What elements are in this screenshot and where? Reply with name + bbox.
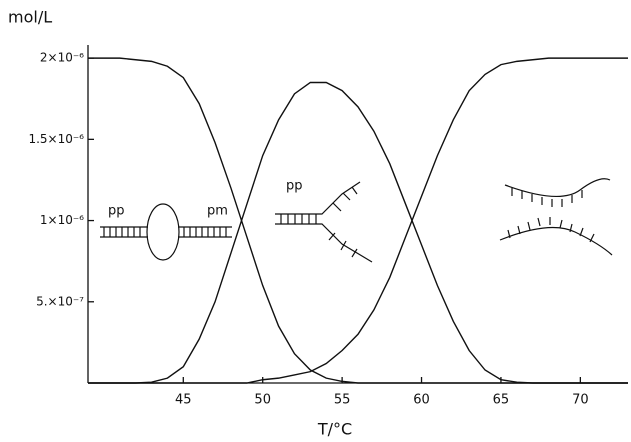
x-tick-label: 55: [334, 393, 351, 408]
series-line: [88, 57, 628, 384]
annotation: pp: [108, 204, 125, 219]
series-line: [88, 81, 628, 384]
strands-icon: [499, 178, 613, 256]
y-tick-label: 1.5×10⁻⁶: [28, 132, 84, 146]
annotation: pm: [207, 204, 228, 219]
fork-icon: [275, 181, 373, 263]
x-tick-label: 70: [572, 393, 589, 408]
y-tick-label: 1×10⁻⁶: [40, 213, 84, 227]
y-tick-label: 5.×10⁻⁷: [36, 294, 84, 308]
y-tick-label: 2×10⁻⁶: [40, 51, 84, 65]
hairpin-icon: [100, 203, 232, 261]
annotation: pp: [286, 179, 303, 194]
x-tick-label: 45: [175, 393, 192, 408]
y-axis-label: mol/L: [8, 8, 52, 27]
x-axis-label: T/°C: [317, 420, 352, 439]
x-tick-label: 65: [493, 393, 510, 408]
x-tick-label: 50: [254, 393, 271, 408]
x-tick-label: 60: [413, 393, 430, 408]
